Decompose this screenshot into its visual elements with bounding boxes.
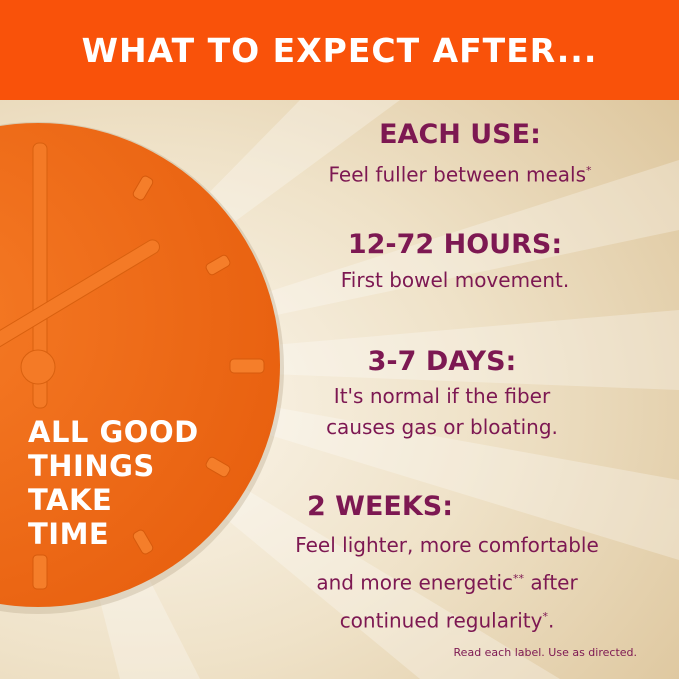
step-each-use: EACH USE: Feel fuller between meals* (250, 118, 670, 192)
footnote-mark: * (586, 164, 592, 177)
page-title: WHAT TO EXPECT AFTER... (81, 30, 598, 70)
clock-hub (20, 349, 56, 385)
minute-hand (32, 142, 48, 409)
clock-face (0, 123, 280, 607)
step-heading: 12-72 HOURS: (347, 229, 563, 260)
step-line: continued regularity (339, 608, 543, 633)
step-heading: 3-7 DAYS: (367, 346, 517, 377)
clock-hands (0, 142, 160, 409)
step-2-weeks: 2 WEEKS: (170, 490, 590, 524)
step-2-weeks-text: Feel lighter, more comfortable and more e… (237, 527, 657, 637)
step-line: causes gas or bloating. (326, 415, 558, 439)
footnote-mark: * (542, 609, 548, 623)
disclaimer: Read each label. Use as directed. (453, 646, 637, 659)
hour-hand (0, 239, 160, 356)
step-3-7-days: 3-7 DAYS: It's normal if the fiber causes… (232, 345, 652, 443)
tagline-line: ALL GOOD (28, 415, 199, 449)
header-banner: WHAT TO EXPECT AFTER... (0, 0, 679, 100)
step-line: It's normal if the fiber (333, 384, 551, 408)
step-text: Feel lighter, more comfortable and more e… (295, 533, 599, 633)
hour-ticks (32, 175, 265, 590)
step-text: Feel fuller between meals* (250, 154, 670, 192)
step-12-72-hours: 12-72 HOURS: First bowel movement. (245, 228, 665, 297)
tagline-line: TAKE (28, 483, 113, 517)
step-line: Feel fuller between meals (328, 162, 586, 187)
step-text: First bowel movement. (340, 268, 570, 292)
step-line: after (524, 570, 578, 595)
footnote-mark: ** (513, 572, 525, 585)
step-line: and more energetic (316, 570, 514, 595)
tagline-line: TIME (28, 517, 110, 551)
tagline: ALL GOOD THINGS TAKE TIME (28, 415, 199, 551)
tagline-line: THINGS (28, 449, 155, 483)
step-text: It's normal if the fiber causes gas or bl… (232, 381, 652, 443)
step-heading: 2 WEEKS: (306, 491, 454, 522)
step-heading: EACH USE: (379, 119, 541, 150)
step-line: Feel lighter, more comfortable (295, 533, 599, 557)
